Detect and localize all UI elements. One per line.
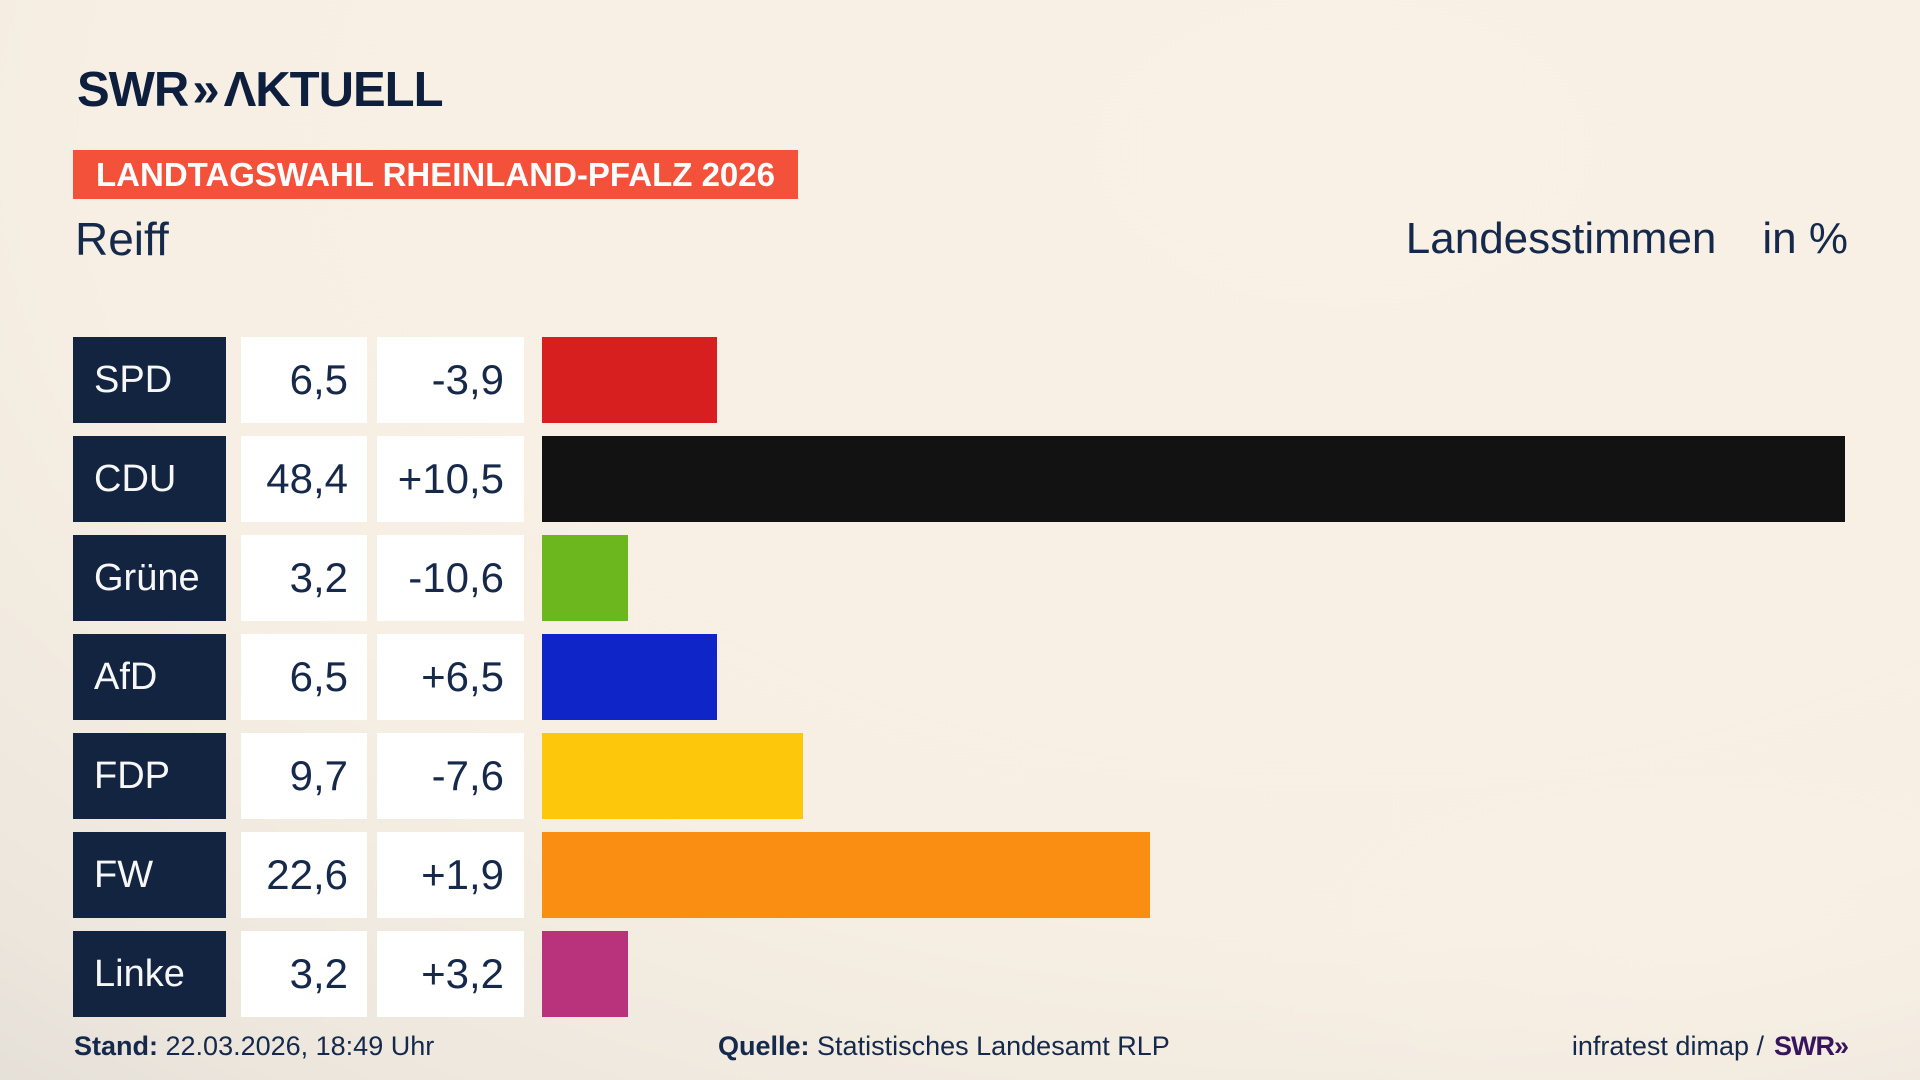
double-chevron-icon: » (192, 63, 219, 117)
party-value: 9,7 (241, 733, 367, 819)
credit: infratest dimap / SWR» (1571, 1031, 1849, 1062)
party-change: -10,6 (377, 535, 524, 621)
party-value: 48,4 (241, 436, 367, 522)
party-label: Linke (73, 931, 226, 1017)
party-value: 3,2 (241, 931, 367, 1017)
quelle-value: Statistisches Landesamt RLP (817, 1031, 1170, 1061)
party-change: +6,5 (377, 634, 524, 720)
swr-aktuell-logo: SWR» ΛKTUELL (77, 62, 444, 118)
party-bar (542, 535, 629, 621)
footer: Stand: 22.03.2026, 18:49 Uhr Quelle: Sta… (0, 1031, 1920, 1071)
party-label: CDU (73, 436, 226, 522)
party-change: -7,6 (377, 733, 524, 819)
timestamp: Stand: 22.03.2026, 18:49 Uhr (74, 1031, 434, 1062)
party-label: FW (73, 832, 226, 918)
swr-footer-logo: SWR» (1773, 1031, 1849, 1061)
party-value: 6,5 (241, 634, 367, 720)
party-label: AfD (73, 634, 226, 720)
stand-label: Stand: (74, 1031, 158, 1061)
party-bar (542, 733, 804, 819)
quelle-label: Quelle: (718, 1031, 810, 1061)
party-bar (542, 634, 717, 720)
table-row: FDP 9,7 -7,6 (73, 733, 1848, 819)
unit-label: in % (1762, 214, 1848, 263)
party-bar (542, 436, 1845, 522)
party-bar (542, 832, 1151, 918)
table-row: FW 22,6 +1,9 (73, 832, 1848, 918)
source: Quelle: Statistisches Landesamt RLP (718, 1031, 1170, 1062)
party-label: Grüne (73, 535, 226, 621)
swr-logo-text: SWR (77, 63, 189, 117)
election-banner: LANDTAGSWAHL RHEINLAND-PFALZ 2026 (73, 150, 798, 199)
chart-subtitle: Landesstimmen in % (1406, 214, 1848, 264)
party-bar (542, 337, 717, 423)
party-change: +10,5 (377, 436, 524, 522)
table-row: Linke 3,2 +3,2 (73, 931, 1848, 1017)
table-row: CDU 48,4 +10,5 (73, 436, 1848, 522)
results-table: SPD 6,5 -3,9 CDU 48,4 +10,5 Grüne 3,2 -1… (73, 337, 1848, 1030)
party-change: +3,2 (377, 931, 524, 1017)
aktuell-logo-text: ΛKTUELL (223, 63, 444, 117)
party-value: 22,6 (241, 832, 367, 918)
party-label: FDP (73, 733, 226, 819)
party-change: -3,9 (377, 337, 524, 423)
table-row: Grüne 3,2 -10,6 (73, 535, 1848, 621)
table-row: AfD 6,5 +6,5 (73, 634, 1848, 720)
stand-value: 22.03.2026, 18:49 Uhr (165, 1031, 435, 1061)
party-value: 6,5 (241, 337, 367, 423)
table-row: SPD 6,5 -3,9 (73, 337, 1848, 423)
party-bar (542, 931, 629, 1017)
page-title: Reiff (75, 213, 169, 265)
party-value: 3,2 (241, 535, 367, 621)
party-label: SPD (73, 337, 226, 423)
party-change: +1,9 (377, 832, 524, 918)
credit-text: infratest dimap / (1571, 1031, 1764, 1061)
metric-label: Landesstimmen (1405, 214, 1717, 263)
